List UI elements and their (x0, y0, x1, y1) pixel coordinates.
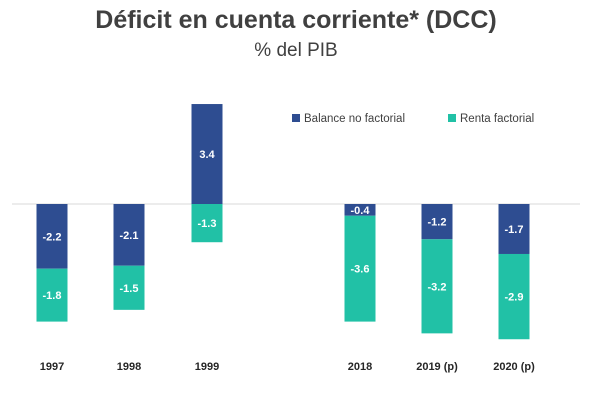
data-label: -1.8 (43, 290, 62, 302)
bar-renta-factorial-2019p (421, 239, 453, 334)
legend-swatch (448, 114, 456, 122)
bar-renta-factorial-1999 (191, 204, 223, 243)
bar-renta-factorial-2018 (344, 215, 376, 322)
data-label: -0.4 (351, 205, 371, 217)
data-label: -2.2 (43, 231, 62, 243)
data-label: -3.2 (428, 281, 447, 293)
legend-label: Balance no factorial (304, 113, 405, 125)
bar-renta-factorial-2020p (498, 253, 530, 340)
x-tick-label: 1998 (117, 361, 141, 373)
legend-label: Renta factorial (460, 113, 534, 125)
data-label: -3.6 (351, 264, 370, 276)
chart-title: Déficit en cuenta corriente* (DCC) (95, 6, 497, 34)
x-tick-label: 1999 (195, 361, 219, 373)
bar-renta-factorial-1997 (36, 268, 68, 322)
data-label: -2.9 (505, 292, 524, 304)
data-label: -1.2 (428, 217, 447, 229)
data-label: -1.5 (120, 283, 139, 295)
x-tick-label: 2018 (348, 361, 372, 373)
data-label: -1.7 (505, 224, 524, 236)
x-tick-label: 1997 (40, 361, 64, 373)
bar-balance-no-factorial-2018 (344, 204, 376, 216)
bar-balance-no-factorial-1999 (191, 104, 223, 204)
x-tick-label: 2020 (p) (493, 361, 535, 373)
legend-swatch (292, 114, 300, 122)
data-label: -1.3 (198, 218, 217, 230)
bar-balance-no-factorial-1997 (36, 204, 68, 269)
bar-balance-no-factorial-2020p (498, 204, 530, 254)
x-tick-label: 2019 (p) (416, 361, 458, 373)
bar-balance-no-factorial-2019p (421, 204, 453, 240)
bar-renta-factorial-1998 (113, 265, 145, 310)
bar-balance-no-factorial-1998 (113, 204, 145, 266)
data-label: -2.1 (120, 230, 139, 242)
data-label: 3.4 (199, 149, 215, 161)
chart-subtitle: % del PIB (254, 40, 338, 61)
